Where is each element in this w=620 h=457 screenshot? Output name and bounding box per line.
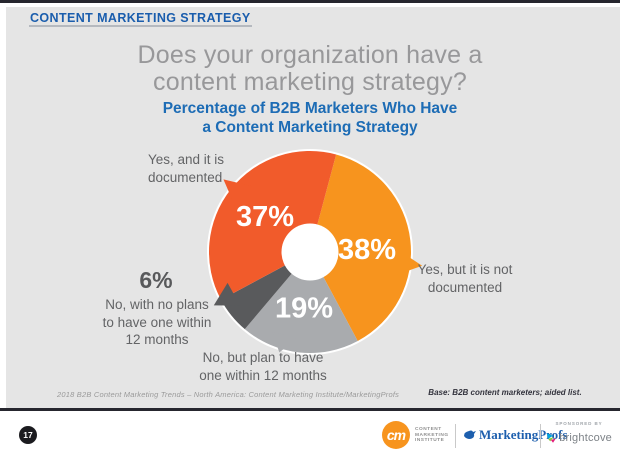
main-title: Does your organization have a content ma…	[137, 41, 483, 96]
callout-no-plans: No, with no plans to have one within 12 …	[102, 297, 212, 347]
marketingprofs-bird-icon	[464, 430, 476, 439]
callout-yes-documented: Yes, and it is documented	[148, 152, 225, 185]
sponsored-by-label: SPONSORED BY	[555, 421, 603, 426]
cmi-logo-icon: cm	[382, 421, 410, 449]
page-number: 17	[23, 430, 33, 440]
callout-yes-not-documented: Yes, but it is not documented	[417, 262, 513, 295]
chart-subtitle: Percentage of B2B Marketers Who Have a C…	[162, 100, 458, 136]
eyebrow-heading: CONTENT MARKETING STRATEGY	[30, 11, 251, 25]
svg-text:38%: 38%	[338, 234, 396, 266]
footer-divider	[540, 424, 541, 448]
callout-plan-within-12-months: No, but plan to have one within 12 month…	[199, 350, 327, 383]
bottom-border-strip	[0, 408, 620, 411]
svg-text:37%: 37%	[236, 201, 294, 233]
eyebrow-underline	[29, 25, 252, 27]
sponsor-block: SPONSORED BY brightcove	[546, 421, 612, 445]
source-citation: 2018 B2B Content Marketing Trends – Nort…	[57, 390, 400, 399]
footer-bar: 17 cm CONTENT MARKETING INSTITUTE Market…	[0, 411, 620, 457]
marketingprofs-wordmark: MarketingProfs	[479, 427, 568, 442]
svg-text:19%: 19%	[275, 293, 333, 325]
marketingprofs-logo: MarketingProfs	[463, 427, 568, 443]
base-note: Base: B2B content marketers; aided list.	[428, 388, 582, 397]
cmi-logo-text: CONTENT MARKETING INSTITUTE	[415, 427, 449, 444]
callout-no-plans-percent: 6%	[139, 267, 173, 293]
brightcove-wordmark: brightcove	[559, 431, 612, 444]
footer-divider	[455, 424, 456, 448]
cmi-monogram: cm	[386, 427, 406, 443]
page-number-badge: 17	[19, 426, 37, 444]
brightcove-icon	[546, 433, 556, 443]
brightcove-logo: brightcove	[546, 430, 612, 445]
donut-chart: 38%19% 37%	[207, 149, 423, 355]
top-border-strip	[0, 0, 620, 3]
